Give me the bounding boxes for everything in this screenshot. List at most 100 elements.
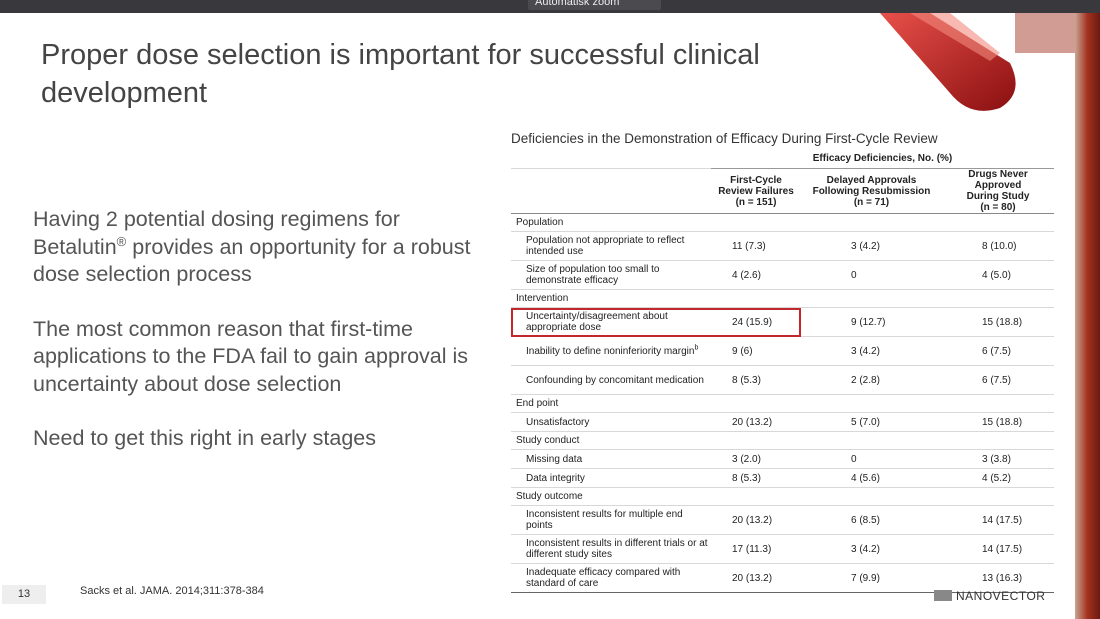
data-row: Population not appropriate to reflect in… bbox=[511, 231, 1054, 261]
cell: 6 (7.5) bbox=[942, 336, 1054, 366]
cell: 20 (13.2) bbox=[711, 505, 801, 535]
section-label: Intervention bbox=[511, 289, 1054, 308]
bullet: Having 2 potential dosing regimens for B… bbox=[33, 206, 493, 289]
cell: 3 (4.2) bbox=[801, 534, 942, 564]
cell: 6 (8.5) bbox=[801, 505, 942, 535]
cell: 20 (13.2) bbox=[711, 412, 801, 432]
reference: Sacks et al. JAMA. 2014;311:378-384 bbox=[80, 585, 264, 597]
cell: 4 (5.2) bbox=[942, 468, 1054, 488]
cell: 14 (17.5) bbox=[942, 505, 1054, 535]
label-text: Population not appropriate to reflect in… bbox=[526, 235, 685, 257]
page-number: 13 bbox=[2, 585, 46, 604]
cell: 5 (7.0) bbox=[801, 412, 942, 432]
data-row: Unsatisfactory 20 (13.2) 5 (7.0) 15 (18.8) bbox=[511, 412, 1054, 432]
cell: 24 (15.9) bbox=[711, 307, 801, 337]
empty-cell bbox=[511, 148, 711, 169]
section-label: Study outcome bbox=[511, 487, 1054, 506]
logo-text: NANOVECTOR bbox=[956, 589, 1046, 603]
row-label: Data integrity bbox=[511, 468, 711, 488]
zoom-select[interactable]: Automatisk zoom bbox=[528, 0, 661, 10]
empty-cell bbox=[511, 168, 711, 214]
section-row: Population bbox=[511, 213, 1054, 232]
table-caption: Deficiencies in the Demonstration of Eff… bbox=[511, 131, 938, 146]
label-text: Inability to define noninferiority margi… bbox=[526, 345, 695, 357]
row-label: Missing data bbox=[511, 449, 711, 469]
cell: 4 (5.6) bbox=[801, 468, 942, 488]
cell: 15 (18.8) bbox=[942, 307, 1054, 337]
toolbar: Automatisk zoom bbox=[0, 0, 1100, 13]
column-header: Drugs Never Approved During Study (n = 8… bbox=[942, 168, 1054, 214]
label-text: Inconsistent results in different trials… bbox=[526, 538, 708, 560]
cell: 8 (5.3) bbox=[711, 365, 801, 395]
cell: 7 (9.9) bbox=[801, 563, 942, 593]
cell: 3 (4.2) bbox=[801, 231, 942, 261]
table: Efficacy Deficiencies, No. (%) First-Cycl… bbox=[511, 148, 1054, 593]
bullet-text: Need to get this right in early stages bbox=[33, 426, 376, 450]
cell: 0 bbox=[801, 449, 942, 469]
data-row: Confounding by concomitant medication 8 (… bbox=[511, 365, 1054, 395]
section-row: Study conduct bbox=[511, 431, 1054, 450]
cell: 20 (13.2) bbox=[711, 563, 801, 593]
red-shape bbox=[1015, 13, 1075, 53]
cell: 15 (18.8) bbox=[942, 412, 1054, 432]
decoration bbox=[880, 13, 1100, 619]
cell: 14 (17.5) bbox=[942, 534, 1054, 564]
cell: 11 (7.3) bbox=[711, 231, 801, 261]
cell: 8 (5.3) bbox=[711, 468, 801, 488]
group-header: Efficacy Deficiencies, No. (%) bbox=[711, 148, 1054, 169]
section-row: End point bbox=[511, 394, 1054, 413]
data-row: Uncertainty/disagreement about appropria… bbox=[511, 307, 1054, 337]
cell: 9 (12.7) bbox=[801, 307, 942, 337]
cell: 9 (6) bbox=[711, 336, 801, 366]
superscript: ® bbox=[116, 233, 127, 249]
data-row: Data integrity 8 (5.3) 4 (5.6) 4 (5.2) bbox=[511, 468, 1054, 488]
section-row: Intervention bbox=[511, 289, 1054, 308]
label-text: Inconsistent results for multiple end po… bbox=[526, 509, 683, 531]
row-label: Inconsistent results for multiple end po… bbox=[511, 505, 711, 535]
group-header-row: Efficacy Deficiencies, No. (%) bbox=[511, 148, 1054, 169]
bullet: Need to get this right in early stages bbox=[33, 425, 493, 453]
column-header: Delayed Approvals Following Resubmission… bbox=[801, 168, 942, 214]
section-row: Study outcome bbox=[511, 487, 1054, 506]
section-label: End point bbox=[511, 394, 1054, 413]
row-label: Inadequate efficacy compared with standa… bbox=[511, 563, 711, 593]
red-shape bbox=[910, 13, 1000, 61]
row-label: Unsatisfactory bbox=[511, 412, 711, 432]
row-label: Population not appropriate to reflect in… bbox=[511, 231, 711, 261]
section-label: Study conduct bbox=[511, 431, 1054, 450]
label-text: Unsatisfactory bbox=[526, 416, 590, 428]
cell: 0 bbox=[801, 260, 942, 290]
cell: 6 (7.5) bbox=[942, 365, 1054, 395]
cell: 13 (16.3) bbox=[942, 563, 1054, 593]
edge-strip bbox=[1075, 13, 1100, 619]
logo-mark bbox=[934, 590, 952, 601]
row-label: Inconsistent results in different trials… bbox=[511, 534, 711, 564]
data-row: Inconsistent results for multiple end po… bbox=[511, 505, 1054, 535]
bullets: Having 2 potential dosing regimens for B… bbox=[33, 206, 493, 480]
logo: NANOVECTOR bbox=[934, 589, 1045, 603]
slide-title: Proper dose selection is important for s… bbox=[41, 39, 760, 109]
red-shape bbox=[880, 13, 1016, 111]
cell: 3 (2.0) bbox=[711, 449, 801, 469]
highlight-box bbox=[511, 307, 801, 337]
data-row: Inadequate efficacy compared with standa… bbox=[511, 563, 1054, 593]
cell: 4 (5.0) bbox=[942, 260, 1054, 290]
bullet-text: provides an opportunity for a robust dos… bbox=[33, 234, 471, 287]
cell: 3 (4.2) bbox=[801, 336, 942, 366]
label-text: Confounding by concomitant medication bbox=[526, 374, 704, 386]
row-label: Inability to define noninferiority margi… bbox=[511, 336, 711, 366]
data-row: Size of population too small to demonstr… bbox=[511, 260, 1054, 290]
bullet-text: The most common reason that first-time a… bbox=[33, 316, 469, 396]
bullet: The most common reason that first-time a… bbox=[33, 316, 493, 399]
bullet-text: Having 2 potential dosing regimens for B… bbox=[33, 207, 400, 259]
cell: 17 (11.3) bbox=[711, 534, 801, 564]
cell: 8 (10.0) bbox=[942, 231, 1054, 261]
section-label: Population bbox=[511, 213, 1054, 232]
cell: 3 (3.8) bbox=[942, 449, 1054, 469]
row-label: Size of population too small to demonstr… bbox=[511, 260, 711, 290]
data-row: Missing data 3 (2.0) 0 3 (3.8) bbox=[511, 449, 1054, 469]
label-text: Uncertainty/disagreement about appropria… bbox=[526, 311, 668, 333]
column-header: First-Cycle Review Failures (n = 151) bbox=[711, 168, 801, 214]
data-row: Inconsistent results in different trials… bbox=[511, 534, 1054, 564]
